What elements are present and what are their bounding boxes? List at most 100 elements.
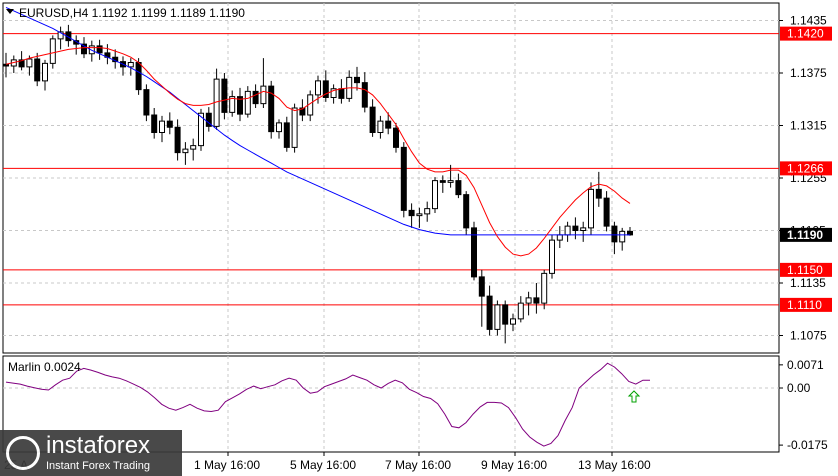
- last-price-label: 1.1190: [787, 228, 823, 242]
- y-tick-label: 0.00: [787, 381, 811, 395]
- candle-body: [322, 80, 329, 98]
- candle-body: [432, 180, 438, 210]
- candle-body: [471, 227, 477, 278]
- level-price-label: 1.1150: [787, 263, 823, 277]
- level-price-box: [780, 26, 832, 41]
- level-price-label: 1.1110: [787, 298, 822, 312]
- candle-body: [198, 112, 204, 147]
- candle-body: [244, 90, 251, 115]
- candle-body: [611, 225, 618, 243]
- arrow-shape: [627, 390, 641, 403]
- candle-body: [260, 85, 267, 105]
- candle-body: [127, 62, 134, 68]
- collapse-triangle-icon[interactable]: [6, 9, 14, 14]
- y-tick-label: 1.1315: [790, 119, 827, 133]
- ma-fast-line: [5, 47, 631, 257]
- candle-body: [416, 213, 423, 217]
- candle-body: [556, 234, 563, 241]
- candle-body: [237, 96, 243, 115]
- candle-body: [81, 43, 87, 55]
- candle-body: [229, 96, 236, 113]
- candle-body: [338, 88, 345, 99]
- level-price-label: 1.1266: [787, 161, 824, 175]
- candle-body: [135, 62, 142, 91]
- candle-body: [166, 120, 173, 128]
- candle-body: [564, 225, 571, 236]
- candle-body: [447, 180, 454, 183]
- candle-body: [151, 114, 158, 133]
- candle-body: [377, 120, 384, 133]
- x-tick-label: 9 May 16:00: [481, 458, 547, 472]
- level-lines: [3, 33, 779, 306]
- candle-body: [57, 31, 64, 40]
- candle-body: [3, 63, 9, 67]
- watermark-brand: instaforex: [46, 432, 151, 459]
- y-tick-label: 1.1435: [790, 14, 827, 28]
- candle-body: [619, 230, 626, 243]
- candle-body: [533, 297, 540, 304]
- watermark-tagline: Instant Forex Trading: [46, 460, 150, 472]
- grid: [3, 3, 779, 452]
- up-arrow-icon: [627, 390, 641, 403]
- candle-body: [595, 188, 602, 199]
- candle-body: [580, 227, 587, 231]
- y-tick-label: 1.1375: [790, 66, 827, 80]
- candle-body: [549, 239, 555, 274]
- candle-body: [174, 126, 181, 154]
- last-price-box: [780, 227, 832, 242]
- candle-body: [96, 45, 103, 54]
- candle-body: [588, 188, 594, 229]
- candle-body: [603, 197, 610, 227]
- candle-body: [315, 80, 321, 96]
- candle-body: [159, 120, 165, 133]
- candle-body: [486, 295, 493, 330]
- candle-body: [393, 127, 399, 148]
- x-tick-label: 5 May 16:00: [290, 458, 356, 472]
- x-tick-label: 1 May 16:00: [194, 458, 260, 472]
- candle-body: [143, 89, 150, 116]
- candle-body: [424, 208, 431, 215]
- candle-body: [283, 122, 290, 148]
- instaforex-logo-icon: [6, 436, 40, 470]
- candle-body: [510, 318, 516, 325]
- level-price-label: 1.1420: [787, 27, 824, 41]
- indicator-axis: 0.0071 0.00 -0.0175: [779, 358, 828, 452]
- candle-body: [455, 180, 462, 196]
- y-tick-label: 0.0071: [787, 358, 824, 372]
- marlin-line: [5, 362, 650, 447]
- candle-body: [42, 62, 48, 82]
- candle-body: [330, 88, 337, 98]
- candle-body: [252, 90, 259, 105]
- candle-body: [354, 76, 360, 84]
- candle-body: [291, 107, 298, 148]
- main-panel: [2, 2, 780, 354]
- x-tick-label: 7 May 16:00: [385, 458, 451, 472]
- candle-body: [182, 148, 189, 154]
- candle-body: [268, 85, 275, 133]
- candle-body: [34, 58, 41, 82]
- candle-body: [385, 120, 392, 129]
- level-price-box: [780, 262, 832, 277]
- candle-body: [276, 122, 282, 133]
- indicator-label: Marlin 0.0024: [8, 360, 81, 374]
- symbol-header: EURUSD,H4 1.1192 1.1199 1.1189 1.1190: [19, 6, 245, 20]
- candle-body: [400, 146, 407, 211]
- candle-body: [572, 225, 579, 231]
- candle-body: [361, 82, 368, 108]
- candle-body: [478, 276, 485, 297]
- candle-body: [517, 302, 524, 320]
- price-axis: 1.14351.13751.13151.12551.11951.11351.10…: [779, 14, 832, 343]
- y-tick-label: 1.1135: [790, 276, 826, 290]
- level-price-box: [780, 161, 832, 176]
- x-tick-label: 13 May 16:00: [578, 458, 651, 472]
- candle-body: [525, 297, 532, 304]
- candle-body: [221, 78, 228, 113]
- watermark: instaforex Instant Forex Trading: [0, 430, 182, 476]
- candle-body: [18, 59, 25, 68]
- level-price-box: [780, 297, 832, 312]
- candle-body: [541, 272, 548, 304]
- candle-body: [205, 112, 212, 127]
- candle-body: [299, 107, 306, 116]
- y-tick-label: 1.1075: [790, 329, 827, 343]
